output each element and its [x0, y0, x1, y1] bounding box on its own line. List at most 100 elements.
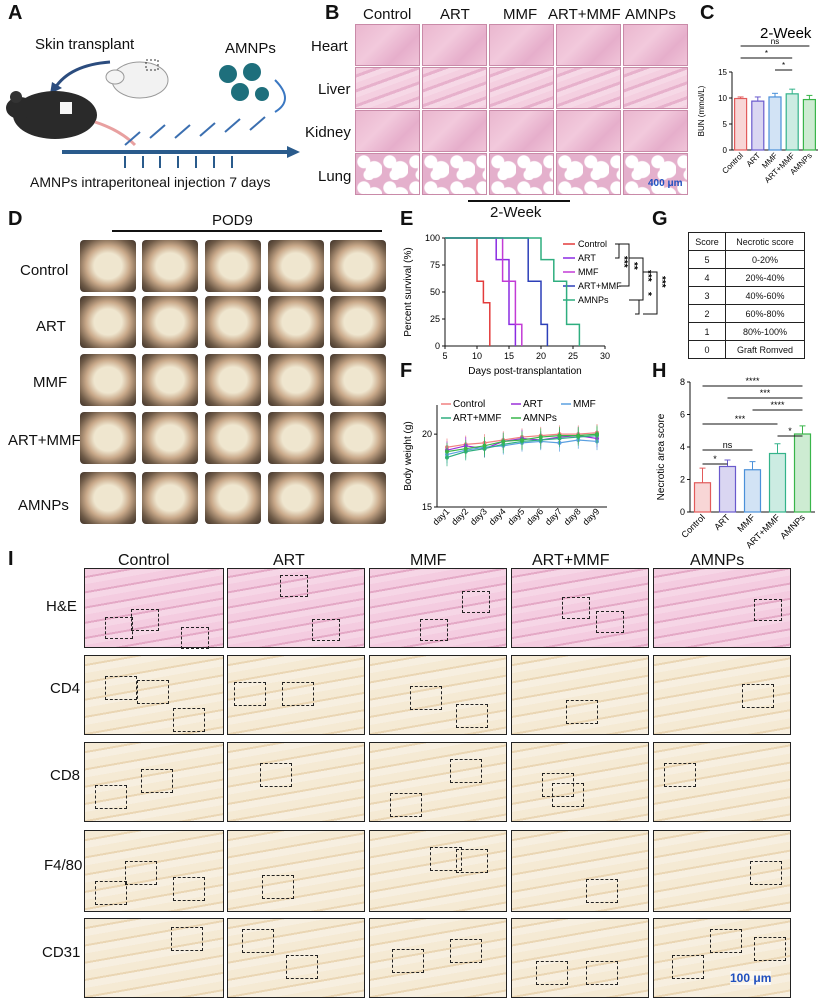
y-tick-label: 5: [723, 120, 728, 129]
y-tick-label: 75: [430, 260, 440, 270]
i-row-he: H&E: [46, 598, 77, 615]
b-heart-art: [422, 24, 487, 66]
x-tick-label: day8: [562, 506, 583, 527]
b-liver-artmmf: [556, 67, 621, 109]
bar: [743, 469, 762, 513]
x-tick-label: ART: [712, 512, 732, 532]
significance-label: *: [788, 426, 792, 436]
histology-image: [84, 742, 224, 822]
region-of-interest-box: [456, 704, 488, 728]
region-of-interest-box: [242, 929, 274, 953]
y-tick-label: 15: [422, 502, 432, 512]
b-lung-control: [355, 153, 420, 195]
bar: [793, 433, 812, 513]
histology-image: [84, 918, 224, 998]
histology-image: [511, 742, 649, 822]
table-cell: 40%-60%: [725, 286, 805, 305]
table-cell: 2: [688, 304, 726, 323]
histology-image: [653, 830, 791, 912]
wound-photo: [80, 240, 136, 292]
x-tick-label: MMF: [735, 512, 757, 534]
region-of-interest-box: [420, 619, 448, 641]
table-header-cell: Necrotic score: [725, 232, 805, 251]
wound-photo: [142, 354, 198, 406]
table-cell: 80%-100%: [725, 322, 805, 341]
data-point: [501, 439, 506, 444]
i-col-art: ART: [273, 552, 305, 569]
table-row: 0 Graft Romved: [688, 340, 805, 359]
significance-label: ***: [618, 256, 629, 268]
body-weight-chart: 15 20 day1day2day3day4day5day6day7day8day9…: [403, 399, 607, 527]
histology-image: [653, 742, 791, 822]
y-tick-label: 0: [723, 146, 728, 155]
data-point: [576, 433, 581, 438]
b-kidney-artmmf: [556, 110, 621, 152]
b-row-heart: Heart: [311, 38, 348, 55]
x-tick-label: day2: [449, 506, 470, 527]
b-heart-mmf: [489, 24, 554, 66]
region-of-interest-box: [710, 929, 742, 953]
x-tick-label: 5: [442, 351, 447, 361]
y-tick-label: 0: [680, 507, 685, 517]
wound-photo: [268, 472, 324, 524]
wound-photo: [205, 354, 261, 406]
region-of-interest-box: [282, 682, 314, 706]
b-col-artmmf: ART+MMF: [548, 6, 621, 23]
d-title: POD9: [212, 212, 253, 229]
histology-image: [653, 568, 791, 648]
panel-label-f: F: [400, 360, 413, 382]
histology-image: [653, 918, 791, 998]
amnps-label: AMNPs: [225, 40, 276, 57]
b-col-mmf: MMF: [503, 6, 538, 23]
b-row-lung: Lung: [318, 168, 352, 185]
wound-photo: [268, 240, 324, 292]
b-kidney-control: [355, 110, 420, 152]
region-of-interest-box: [410, 686, 442, 710]
d-row-mmf: MMF: [33, 374, 68, 391]
legend-label: ART: [578, 253, 596, 263]
survival-line: [445, 237, 491, 346]
d-row-art: ART: [36, 318, 66, 335]
panel-label-d: D: [8, 208, 23, 230]
y-tick-label: 25: [430, 314, 440, 324]
table-cell: 60%-80%: [725, 304, 805, 323]
x-tick-label: day9: [581, 506, 602, 527]
table-cell: 0-20%: [725, 250, 805, 269]
b-row-kidney: Kidney: [305, 124, 351, 141]
b-heart-amnps: [623, 24, 688, 66]
x-tick-label: day7: [543, 506, 564, 527]
histology-image: [511, 568, 649, 648]
y-tick-label: 100: [425, 233, 440, 243]
wound-photo: [205, 240, 261, 292]
x-tick-label: day5: [506, 506, 527, 527]
b-col-control: Control: [363, 6, 412, 23]
region-of-interest-box: [754, 937, 786, 961]
x-tick-label: 20: [536, 351, 546, 361]
bar: [768, 452, 787, 513]
region-of-interest-box: [390, 793, 422, 817]
b-kidney-amnps: [623, 110, 688, 152]
region-of-interest-box: [456, 849, 488, 873]
x-tick-label: day6: [524, 506, 545, 527]
wound-photo: [268, 412, 324, 464]
region-of-interest-box: [450, 759, 482, 783]
x-tick-label: day1: [431, 506, 452, 527]
table-cell: 20%-40%: [725, 268, 805, 287]
significance-label: *: [765, 49, 768, 58]
region-of-interest-box: [586, 879, 618, 903]
i-row-cd31: CD31: [42, 944, 81, 961]
wound-photo: [80, 354, 136, 406]
legend-label: AMNPs: [578, 295, 609, 305]
table-cell: Graft Romved: [725, 340, 805, 359]
panel-label-c: C: [700, 2, 715, 24]
i-col-mmf: MMF: [410, 552, 447, 569]
table-cell: 4: [688, 268, 726, 287]
b-liver-mmf: [489, 67, 554, 109]
wound-photo: [80, 412, 136, 464]
significance-label: ***: [642, 270, 653, 282]
legend-label: ART+MMF: [578, 281, 622, 291]
table-cell: 3: [688, 286, 726, 305]
y-axis-label: Body weight (g): [403, 421, 414, 490]
region-of-interest-box: [95, 785, 127, 809]
